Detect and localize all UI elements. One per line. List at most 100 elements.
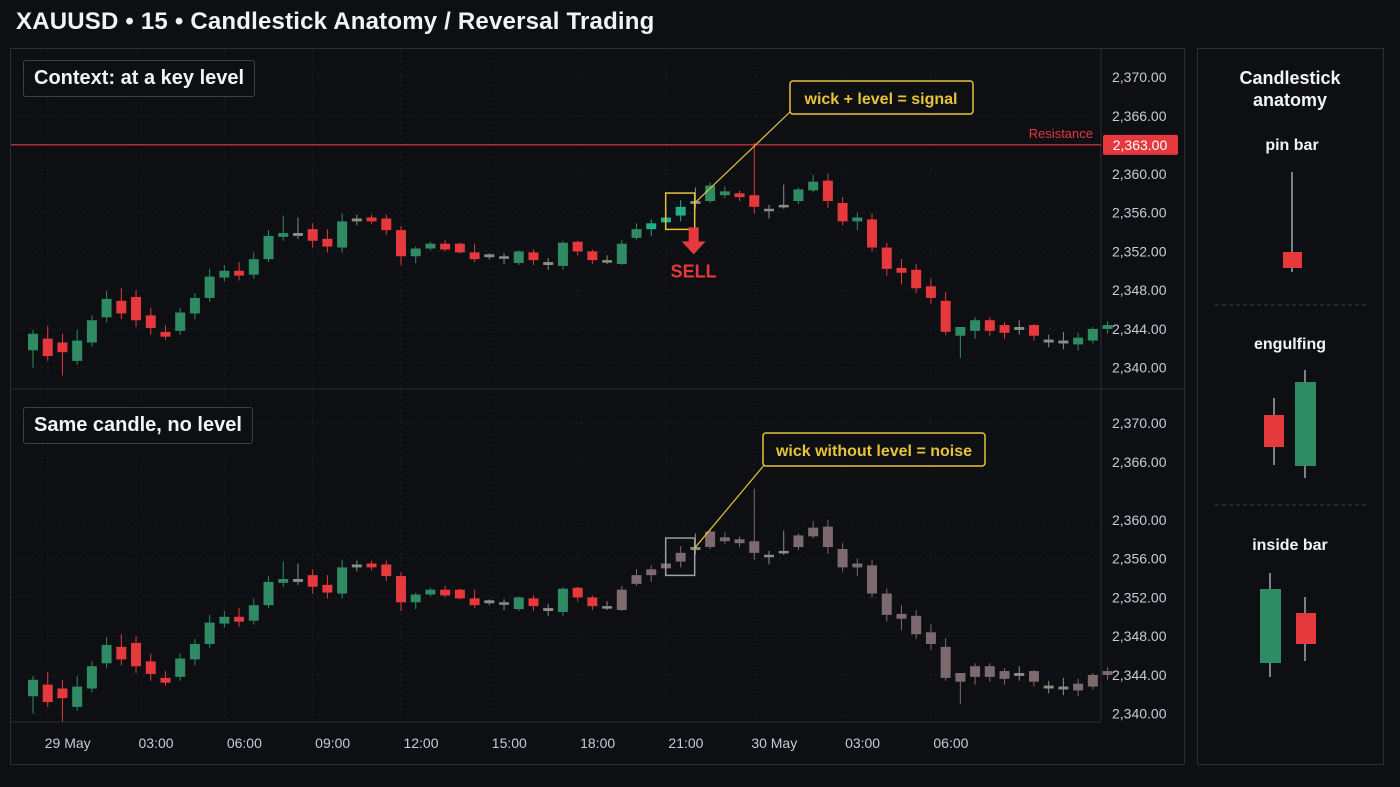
candle-body xyxy=(616,589,627,611)
price-tick-label: 2,352.00 xyxy=(1112,589,1167,605)
candle-body xyxy=(631,229,642,238)
candle-body xyxy=(1043,685,1054,689)
signal-highlight-box xyxy=(664,192,696,231)
candle-body xyxy=(778,204,789,208)
candle-body xyxy=(881,247,892,269)
candle-body xyxy=(160,677,171,683)
candle-body xyxy=(822,526,833,548)
candle-body xyxy=(513,251,524,264)
candle-body xyxy=(234,270,245,276)
candle-body xyxy=(440,243,451,250)
candle-body xyxy=(175,658,186,677)
candle-body xyxy=(970,320,981,331)
sell-arrow-icon xyxy=(681,227,706,255)
candle-body xyxy=(528,598,539,607)
price-tick-label: 2,370.00 xyxy=(1112,69,1167,85)
candle-body xyxy=(248,605,259,621)
candle-body xyxy=(263,235,274,260)
candle-body xyxy=(278,233,289,237)
time-tick-label: 21:00 xyxy=(668,735,703,751)
candle-body xyxy=(896,613,907,619)
candle-body xyxy=(1087,328,1098,341)
candle-body xyxy=(984,320,995,331)
candle-body xyxy=(72,686,83,707)
time-tick-label: 29 May xyxy=(45,735,91,751)
anatomy-side-panel xyxy=(1197,48,1384,765)
candle-body xyxy=(749,541,760,553)
candle-body xyxy=(322,238,333,247)
candle-body xyxy=(278,579,289,583)
price-tick-label: 2,360.00 xyxy=(1112,166,1167,182)
candle-body xyxy=(1102,325,1113,329)
candle-body xyxy=(28,679,38,697)
price-tick-label: 2,370.00 xyxy=(1112,415,1167,431)
candle-body xyxy=(219,616,230,624)
candle-body xyxy=(1087,674,1098,687)
price-tick-label: 2,348.00 xyxy=(1112,628,1167,644)
candle-body xyxy=(234,616,245,622)
candle-body xyxy=(116,300,127,314)
candle-body xyxy=(602,606,613,609)
candle-body xyxy=(57,688,68,699)
candle-body xyxy=(719,537,730,542)
candle-body xyxy=(925,632,936,644)
candle-body xyxy=(72,340,83,361)
candle-body xyxy=(454,589,465,599)
price-tick-label: 2,352.00 xyxy=(1112,243,1167,259)
candle-body xyxy=(189,643,200,660)
candle-body xyxy=(1058,686,1069,690)
candle-body xyxy=(749,195,760,207)
price-axis-bottom: 2,370.00 2,366.00 2,360.00 2,356.00 2,352.00… xyxy=(1112,415,1167,722)
time-tick-label: 30 May xyxy=(751,735,797,751)
candle-body xyxy=(484,600,495,604)
candle-body xyxy=(587,597,598,607)
candle-body xyxy=(322,584,333,593)
candle-body xyxy=(528,252,539,261)
candle-body xyxy=(793,535,804,548)
candle-body xyxy=(1014,327,1025,330)
candle-body xyxy=(101,298,112,318)
side-title-line2: anatomy xyxy=(1253,90,1327,110)
candle-body xyxy=(396,230,406,257)
candle-body xyxy=(1073,337,1084,345)
candle-body xyxy=(116,646,127,660)
candle-body xyxy=(396,576,406,603)
candle-body xyxy=(381,564,392,577)
price-tick-label: 2,360.00 xyxy=(1112,512,1167,528)
candle-body xyxy=(705,185,716,202)
candle-body xyxy=(219,270,230,278)
candle-body xyxy=(543,608,554,611)
signal-callout-leader xyxy=(694,111,791,204)
candle-body xyxy=(572,241,583,252)
engulfing-example xyxy=(1264,370,1316,478)
candle-body xyxy=(1073,683,1084,691)
price-tick-label: 2,340.00 xyxy=(1112,360,1167,376)
signal-callout-box xyxy=(789,80,974,115)
candle-body xyxy=(543,262,554,265)
time-tick-label: 06:00 xyxy=(933,735,968,751)
candle-body xyxy=(351,564,362,568)
candle-body xyxy=(307,575,318,587)
candle-body xyxy=(572,587,583,598)
candle-body xyxy=(1028,325,1039,336)
candle-body xyxy=(175,312,186,331)
candle-body xyxy=(705,531,716,548)
resistance-price-tag-text: 2,363.00 xyxy=(1113,137,1168,153)
candle-body xyxy=(675,206,686,216)
candle-body xyxy=(602,260,613,263)
candle-body xyxy=(351,218,362,222)
candle-body xyxy=(734,193,745,198)
side-title-line1: Candlestick xyxy=(1239,68,1341,88)
inside-bar-example xyxy=(1260,573,1316,677)
time-tick-label: 18:00 xyxy=(580,735,615,751)
candle-body xyxy=(1058,340,1069,344)
candle-body xyxy=(764,208,774,212)
bottom-panel-label: Same candle, no level xyxy=(23,407,253,444)
candle-body xyxy=(292,233,303,236)
candle-body xyxy=(366,563,377,568)
candle-body xyxy=(646,569,657,576)
candle-body xyxy=(499,602,510,605)
candle-body xyxy=(131,296,142,321)
candle-body xyxy=(189,297,200,314)
